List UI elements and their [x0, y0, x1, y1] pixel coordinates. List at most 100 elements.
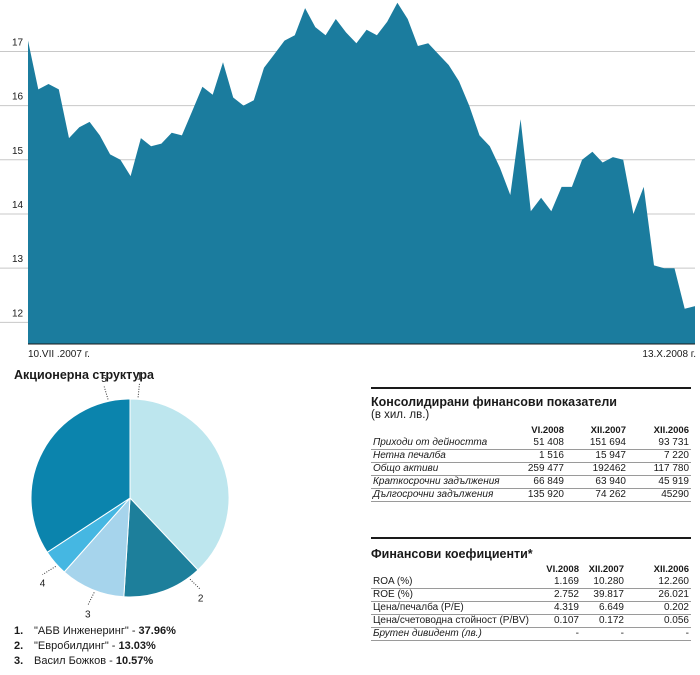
- pie-legend: 1. "АБВ Инженеринг" - 37.96% 2. "Евробилди…: [14, 624, 176, 669]
- cell: 39.817: [581, 588, 626, 602]
- table-row: Дългосрочни задължения 135 920 74 262 45…: [371, 488, 691, 502]
- pie-slice-label: 4: [40, 579, 46, 590]
- y-tick-label: 17: [12, 37, 24, 48]
- cell: -: [581, 627, 626, 641]
- fin-ratios-table: VI.2008 XII.2007 XII.2006 ROA (%) 1.169 …: [371, 564, 691, 641]
- legend-name: "Евробилдинг" -: [34, 640, 119, 652]
- cell: 51 408: [506, 437, 566, 450]
- y-tick-label: 12: [12, 308, 24, 319]
- legend-item: 3. Васил Божков - 10.57%: [14, 654, 176, 669]
- pie-slice-1: [129, 398, 230, 571]
- pie-leader-line: [42, 565, 56, 576]
- cell: -: [541, 627, 581, 641]
- row-label: Цена/печалба (P/E): [371, 601, 541, 615]
- table-row: Цена/счетоводна стойност (P/BV) 0.107 0.…: [371, 614, 691, 628]
- cell: 0.056: [626, 614, 691, 628]
- table-row: ROE (%) 2.752 39.817 26.021: [371, 588, 691, 602]
- legend-percent: 10.57%: [115, 655, 154, 667]
- financial-ratios-panel: Финансови коефициенти* VI.2008 XII.2007 …: [371, 537, 691, 641]
- cell: -: [626, 627, 691, 641]
- pie-leader-line: [189, 578, 202, 591]
- fin-indicators-table: VI.2008 XII.2007 XII.2006 Приходи от дей…: [371, 425, 691, 502]
- cell: 93 731: [628, 437, 691, 450]
- pie-leader-line: [87, 592, 95, 606]
- table-row: Цена/печалба (P/E) 4.319 6.649 0.202: [371, 601, 691, 615]
- cell: 6.649: [581, 601, 626, 615]
- table-header-row: VI.2008 XII.2007 XII.2006: [371, 564, 691, 576]
- cell: 45 919: [628, 475, 691, 489]
- legend-number: 1.: [14, 625, 24, 637]
- pie-title: Акционерна структура: [14, 368, 154, 382]
- table-row: ROA (%) 1.169 10.280 12.260: [371, 576, 691, 589]
- fin-ratios-title: Финансови коефициенти*: [371, 547, 533, 561]
- y-tick-label: 15: [12, 146, 24, 157]
- cell: 15 947: [566, 449, 628, 463]
- cell: 45290: [628, 488, 691, 502]
- cell: 63 940: [566, 475, 628, 489]
- cell: 1.169: [541, 576, 581, 589]
- fin-indicators-title: Консолидирани финансови показатели: [371, 395, 617, 409]
- cell: 259 477: [506, 462, 566, 476]
- x-start-label: 10.VII .2007 г.: [28, 349, 90, 360]
- legend-number: 3.: [14, 655, 24, 667]
- pie-slices: [30, 398, 230, 598]
- y-tick-labels: 17 16 15 14 13 12: [12, 37, 24, 319]
- cell: 135 920: [506, 488, 566, 502]
- row-label: Краткосрочни задължения: [371, 475, 506, 489]
- price-area-chart: 17 16 15 14 13 12 10.VII .2007 г. 13.X.2008 г…: [0, 2, 696, 360]
- cell: 4.319: [541, 601, 581, 615]
- financial-indicators-panel: Консолидирани финансови показатели (в хи…: [371, 387, 691, 502]
- x-end-label: 13.X.2008 г.: [642, 349, 696, 360]
- y-tick-label: 16: [12, 92, 24, 103]
- cell: 0.202: [626, 601, 691, 615]
- y-tick-label: 13: [12, 254, 24, 265]
- cell: 1 516: [506, 449, 566, 463]
- pie-slice-2: [123, 496, 199, 598]
- row-label: Приходи от дейността: [371, 437, 506, 450]
- pie-slice-4: [46, 497, 131, 573]
- cell: 10.280: [581, 576, 626, 589]
- cell: 117 780: [628, 462, 691, 476]
- table-row: Приходи от дейността 51 408 151 694 93 7…: [371, 437, 691, 450]
- header-cell: VI.2008: [531, 425, 564, 436]
- legend-percent: 13.03%: [118, 640, 156, 652]
- cell: 2.752: [541, 588, 581, 602]
- cell: 0.172: [581, 614, 626, 628]
- header-cell: XII.2006: [653, 564, 689, 575]
- table-header-row: VI.2008 XII.2007 XII.2006: [371, 425, 691, 437]
- cell: 0.107: [541, 614, 581, 628]
- cell: 74 262: [566, 488, 628, 502]
- legend-name: Васил Божков -: [34, 655, 116, 667]
- legend-name: "АБВ Инженеринг" -: [34, 625, 139, 637]
- legend-item: 2. "Евробилдинг" - 13.03%: [14, 639, 176, 654]
- header-cell: XII.2007: [588, 564, 624, 575]
- header-cell: VI.2008: [546, 564, 579, 575]
- cell: 66 849: [506, 475, 566, 489]
- row-label: Нетна печалба: [371, 449, 506, 463]
- row-label: Брутен дивидент (лв.): [371, 627, 541, 641]
- price-area-series: [28, 2, 695, 344]
- legend-percent: 37.96%: [138, 625, 176, 637]
- row-label: ROA (%): [371, 576, 541, 589]
- table-row: Краткосрочни задължения 66 849 63 940 45…: [371, 475, 691, 489]
- pie-slice-label: 3: [85, 609, 91, 620]
- legend-item: 1. "АБВ Инженеринг" - 37.96%: [14, 624, 176, 639]
- row-label: ROE (%): [371, 588, 541, 602]
- pie-leader-line: [137, 383, 140, 398]
- y-tick-label: 14: [12, 200, 24, 211]
- cell: 7 220: [628, 449, 691, 463]
- cell: 12.260: [626, 576, 691, 589]
- legend-number: 2.: [14, 640, 24, 652]
- table-row: Брутен дивидент (лв.) - - -: [371, 627, 691, 641]
- pie-slice-3: [63, 496, 131, 598]
- pie-leader-line: [103, 385, 109, 400]
- table-row: Общо активи 259 477 192462 117 780: [371, 462, 691, 476]
- cell: 26.021: [626, 588, 691, 602]
- row-label: Общо активи: [371, 462, 506, 476]
- header-cell: XII.2006: [653, 425, 689, 436]
- header-cell: XII.2007: [590, 425, 626, 436]
- pie-slice-label: 2: [198, 594, 204, 605]
- cell: 151 694: [566, 437, 628, 450]
- pie-slice-5: [30, 398, 131, 553]
